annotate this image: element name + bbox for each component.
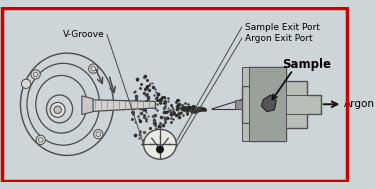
Circle shape: [36, 135, 45, 145]
Bar: [236, 100, 242, 109]
Text: Sample: Sample: [282, 58, 332, 71]
Text: Argon: Argon: [344, 99, 375, 109]
Polygon shape: [261, 95, 276, 112]
Circle shape: [54, 106, 62, 114]
Text: Argon Exit Port: Argon Exit Port: [244, 34, 312, 43]
Polygon shape: [242, 67, 249, 86]
Polygon shape: [82, 96, 93, 115]
Polygon shape: [242, 67, 321, 142]
Circle shape: [31, 70, 40, 79]
Polygon shape: [86, 100, 155, 112]
Circle shape: [50, 102, 65, 117]
Text: Sample Exit Port: Sample Exit Port: [244, 22, 320, 32]
Circle shape: [94, 129, 103, 139]
Text: V-Groove: V-Groove: [63, 30, 105, 39]
Circle shape: [21, 79, 31, 88]
Circle shape: [88, 64, 98, 73]
Polygon shape: [242, 123, 249, 142]
Circle shape: [157, 146, 163, 153]
Bar: [249, 67, 286, 142]
Ellipse shape: [144, 129, 176, 159]
